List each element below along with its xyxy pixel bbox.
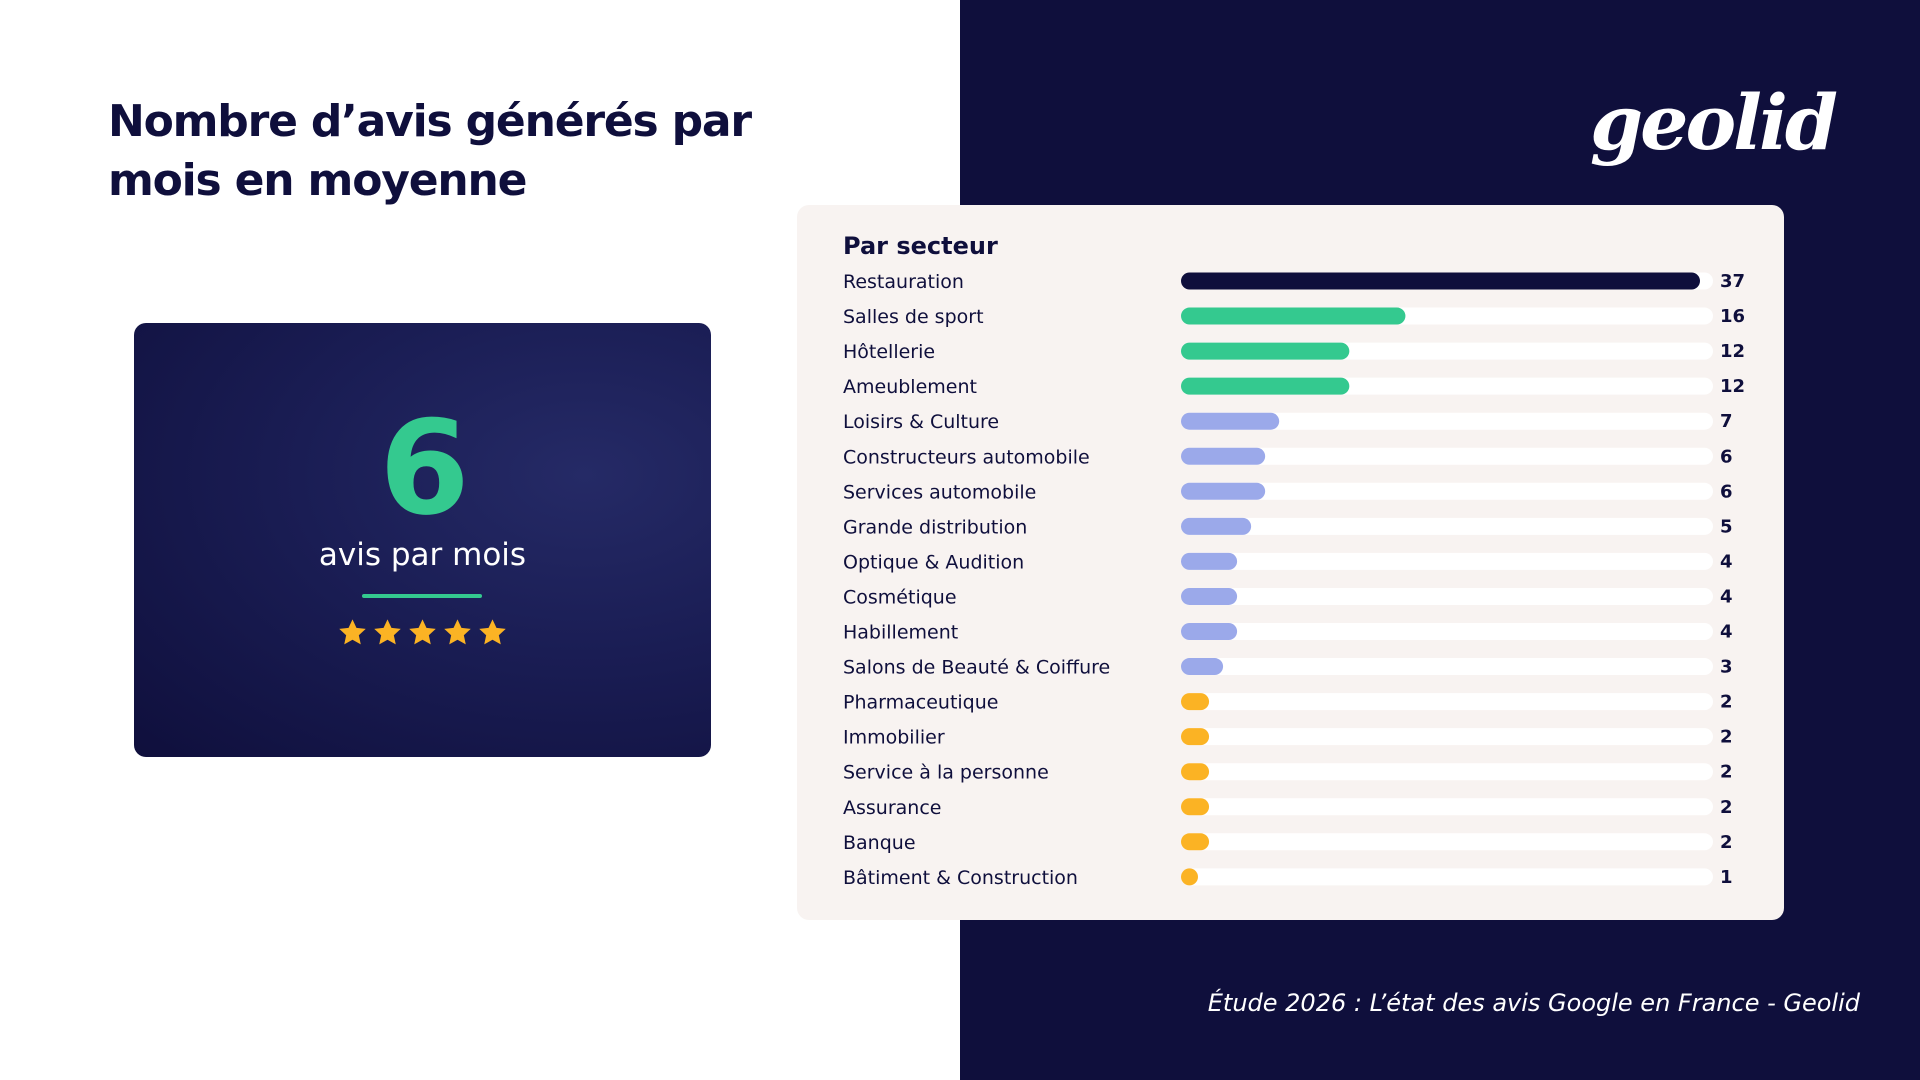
bar-track	[1181, 798, 1713, 816]
star-icon	[374, 619, 401, 645]
value-label: 12	[1720, 341, 1745, 362]
value-label: 37	[1720, 271, 1745, 292]
kpi-label: avis par mois	[318, 537, 527, 573]
value-label: 4	[1720, 551, 1733, 572]
bar-track	[1181, 728, 1713, 746]
bar	[1181, 447, 1266, 465]
category-label: Bâtiment & Construction	[843, 867, 1078, 889]
bar	[1181, 517, 1252, 535]
category-label: Optique & Audition	[843, 551, 1024, 573]
bar	[1181, 623, 1238, 640]
value-label: 6	[1720, 481, 1733, 502]
page-title: Nombre d’avis générés par mois en moyenn…	[108, 96, 752, 206]
bar	[1181, 693, 1210, 711]
bar	[1181, 412, 1280, 430]
value-label: 2	[1720, 692, 1733, 713]
star-icon	[444, 619, 471, 645]
bar	[1181, 763, 1210, 781]
bar	[1181, 482, 1266, 500]
chart-title: Par secteur	[843, 232, 998, 260]
bar-track	[1181, 482, 1713, 500]
category-label: Habillement	[843, 622, 958, 644]
bar	[1181, 307, 1406, 325]
bar	[1181, 728, 1210, 746]
value-label: 2	[1720, 797, 1733, 818]
bar	[1181, 552, 1238, 570]
bar	[1181, 868, 1198, 886]
star-icon	[409, 619, 436, 645]
category-label: Service à la personne	[843, 762, 1049, 784]
value-label: 6	[1720, 446, 1733, 467]
category-label: Banque	[843, 832, 916, 854]
geolid-logo: geolid	[1590, 78, 1838, 167]
kpi-underline	[362, 594, 482, 598]
category-label: Salles de sport	[843, 306, 984, 328]
bar	[1181, 798, 1210, 816]
bar	[1181, 342, 1350, 360]
category-label: Restauration	[843, 271, 964, 293]
kpi-card: 6 avis par mois	[134, 323, 711, 757]
bar-track	[1181, 833, 1713, 851]
bar	[1181, 833, 1210, 851]
value-label: 2	[1720, 832, 1733, 853]
category-label: Pharmaceutique	[843, 692, 998, 714]
value-label: 1	[1720, 867, 1733, 888]
chart-panel: Par secteur Restauration 37 Salles de spor…	[797, 205, 1784, 920]
value-label: 4	[1720, 622, 1733, 643]
bar	[1181, 377, 1350, 395]
bar	[1181, 658, 1224, 676]
rating-stars	[134, 617, 711, 648]
bar-track	[1181, 552, 1713, 570]
bar-track	[1181, 623, 1713, 640]
bar-track	[1181, 693, 1713, 711]
value-label: 7	[1720, 411, 1733, 432]
star-icon	[479, 619, 506, 645]
value-label: 3	[1720, 657, 1733, 678]
category-label: Hôtellerie	[843, 341, 935, 363]
category-label: Constructeurs automobile	[843, 446, 1090, 468]
bar-track	[1181, 587, 1713, 605]
value-label: 12	[1720, 376, 1745, 397]
value-label: 16	[1720, 306, 1745, 327]
category-label: Assurance	[843, 797, 941, 819]
bar-track	[1181, 447, 1713, 465]
category-label: Immobilier	[843, 727, 945, 749]
category-label: Salons de Beauté & Coiffure	[843, 657, 1110, 679]
value-label: 4	[1720, 586, 1733, 607]
star-icon	[339, 619, 366, 645]
category-label: Grande distribution	[843, 516, 1027, 538]
bar-track	[1181, 658, 1713, 676]
category-label: Cosmétique	[843, 586, 957, 608]
kpi-value: 6	[379, 392, 469, 544]
bar	[1181, 272, 1700, 290]
category-label: Ameublement	[843, 376, 977, 398]
category-label: Services automobile	[843, 481, 1036, 503]
bar-track	[1181, 517, 1713, 535]
source-caption: Étude 2026 : L’état des avis Google en F…	[1207, 989, 1860, 1017]
bar	[1181, 587, 1238, 605]
value-label: 2	[1720, 727, 1733, 748]
bar-track	[1181, 412, 1713, 430]
bar-track	[1181, 868, 1713, 886]
value-label: 5	[1720, 516, 1733, 537]
category-label: Loisirs & Culture	[843, 411, 999, 433]
value-label: 2	[1720, 762, 1733, 783]
bar-track	[1181, 763, 1713, 781]
